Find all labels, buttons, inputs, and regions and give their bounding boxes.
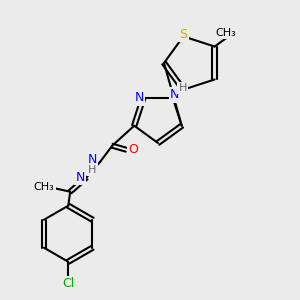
Text: CH₃: CH₃ <box>34 182 55 192</box>
Text: Cl: Cl <box>62 277 74 290</box>
Text: H: H <box>88 165 96 175</box>
Text: N: N <box>88 153 97 166</box>
Text: N: N <box>170 88 179 101</box>
Text: CH₃: CH₃ <box>216 28 237 38</box>
Text: S: S <box>179 28 187 41</box>
Text: H: H <box>178 83 187 93</box>
Text: N: N <box>76 171 85 184</box>
Text: N: N <box>135 91 144 104</box>
Text: O: O <box>128 143 138 156</box>
